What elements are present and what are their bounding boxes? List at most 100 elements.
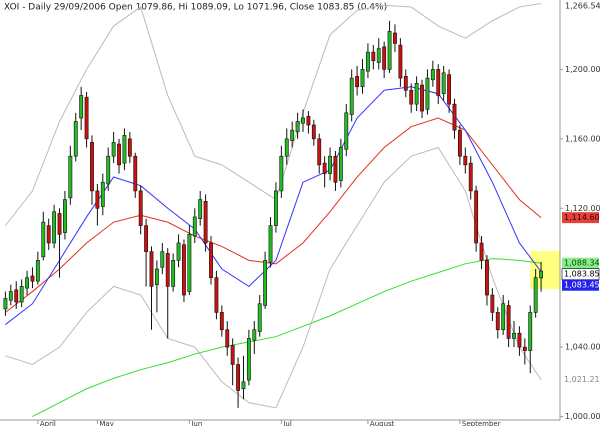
candle-body	[268, 225, 273, 263]
candle-body	[41, 221, 46, 258]
candle-body	[219, 312, 224, 331]
candle-body	[133, 155, 138, 192]
chart-title: XOI - Daily 29/09/2006 Open 1079.86, Hi …	[4, 3, 387, 13]
candle-body	[30, 275, 35, 282]
candle-body	[73, 121, 78, 157]
candle-body	[485, 260, 489, 296]
candle-body	[106, 155, 111, 185]
y-tick-label: 1,000.00	[565, 412, 600, 421]
candle-body	[512, 332, 516, 339]
candle-body	[192, 216, 197, 237]
candle-body	[246, 338, 251, 381]
last-value-label: 1,021.21	[564, 375, 600, 384]
candle-body	[35, 260, 40, 282]
candle-body	[506, 305, 511, 339]
candle-body	[230, 345, 235, 365]
last-value-label: 1,088.34	[564, 259, 600, 268]
candle-body	[214, 277, 219, 313]
candle-body	[490, 294, 495, 313]
y-tick-label: 1,120.00	[565, 204, 600, 213]
candle-body	[371, 51, 376, 62]
candle-body	[403, 76, 408, 91]
candle-body	[479, 242, 484, 261]
last-value-box	[562, 279, 599, 291]
candle-body	[393, 32, 397, 44]
candle-body	[122, 135, 127, 164]
candle-body	[236, 364, 240, 391]
candle-body	[90, 142, 94, 192]
candle-body	[203, 201, 208, 244]
candle-body	[344, 112, 349, 150]
candle-body	[46, 225, 51, 244]
candle-body	[311, 124, 316, 140]
candle-body	[100, 181, 105, 207]
candle-body	[63, 199, 67, 233]
candle-body	[3, 298, 8, 310]
candle-body	[376, 48, 381, 63]
y-tick-label: 1,200.00	[565, 65, 600, 74]
candle-body	[317, 138, 322, 166]
x-tick-label: Jun	[190, 420, 202, 426]
candle-body	[522, 346, 527, 351]
y-tick-label: 1,040.00	[565, 343, 600, 352]
candle-body	[187, 233, 192, 292]
indicator-line	[5, 146, 542, 409]
candle-body	[290, 129, 295, 141]
candle-body	[95, 190, 100, 209]
x-tick-label: August	[370, 420, 395, 426]
candle-body	[8, 291, 13, 301]
x-tick-label: April	[40, 420, 56, 426]
candle-body	[398, 44, 403, 79]
candle-body	[495, 312, 500, 331]
candle-body	[117, 143, 121, 166]
candle-body	[79, 95, 84, 119]
candle-body	[84, 96, 89, 140]
candle-body	[414, 83, 419, 105]
candle-body	[333, 155, 338, 183]
candle-body	[474, 190, 479, 244]
candle-body	[127, 138, 132, 157]
candle-body	[182, 244, 186, 296]
candle-body	[338, 147, 343, 181]
y-tick-label: 1,160.00	[565, 134, 600, 143]
candle-body	[360, 69, 365, 88]
candle-body	[436, 69, 441, 96]
candle-body	[468, 162, 473, 192]
last-value-label: 1,083.85	[564, 270, 600, 279]
candle-body	[209, 242, 213, 278]
candle-body	[463, 155, 468, 166]
candle-body	[501, 303, 506, 331]
candle-body	[447, 74, 452, 105]
candle-body	[322, 162, 327, 174]
candle-body	[144, 225, 149, 252]
candle-body	[365, 51, 370, 72]
candle-body	[295, 121, 300, 133]
candle-body	[52, 211, 57, 244]
candle-body	[355, 76, 360, 88]
candle-body	[517, 332, 522, 348]
candle-body	[154, 268, 159, 285]
candle-body	[165, 253, 170, 287]
candle-body	[533, 277, 538, 313]
candle-body	[149, 251, 154, 287]
candle-body	[57, 213, 62, 235]
candle-body	[420, 84, 424, 112]
candle-body	[257, 303, 262, 332]
last-value-label: 1,114.60	[564, 213, 600, 222]
x-tick-label: May	[99, 420, 113, 426]
candle-body	[225, 329, 230, 348]
candle-body	[241, 381, 246, 390]
last-value-label: 1,083.45	[564, 281, 600, 290]
candle-body	[306, 115, 311, 126]
candle-body	[160, 251, 165, 268]
candle-body	[528, 312, 533, 351]
top-label: 1,266.54	[565, 2, 600, 11]
candle-body	[430, 69, 435, 81]
candle-body	[539, 270, 543, 279]
candle-body	[349, 77, 354, 115]
x-tick-label: September	[462, 420, 501, 426]
candle-body	[252, 329, 257, 341]
candle-body	[425, 77, 430, 110]
candle-body	[111, 142, 116, 157]
